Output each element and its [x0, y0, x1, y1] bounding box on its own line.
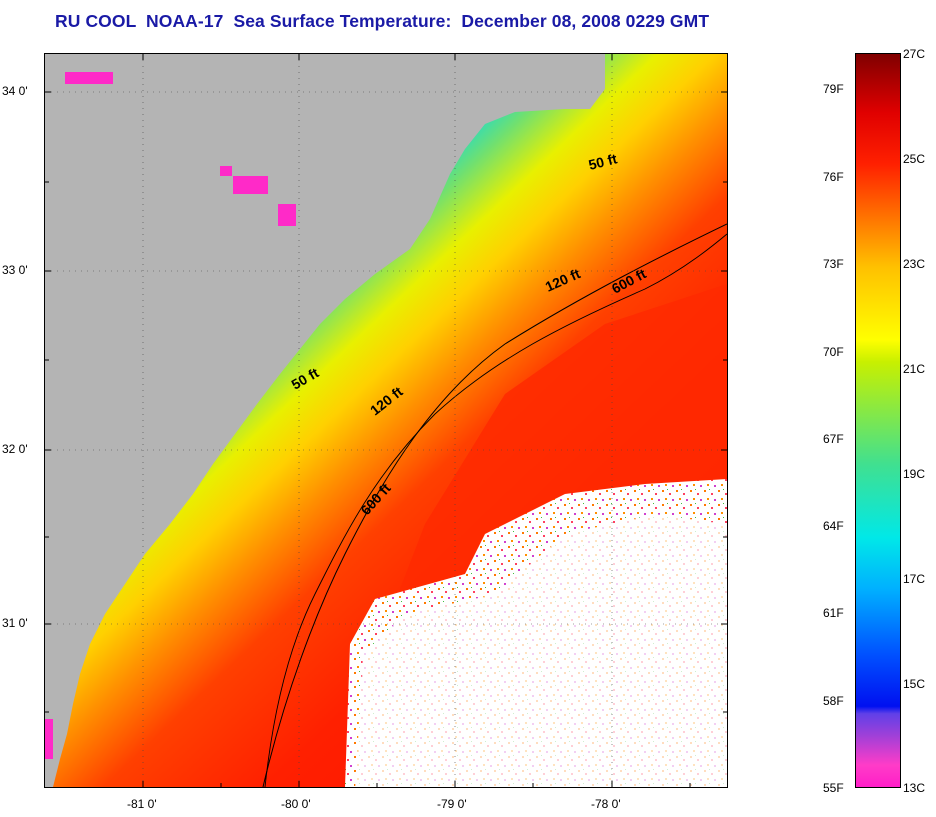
lon-label: -80 0': [281, 797, 311, 811]
sst-map-image: 50 ft 50 ft 120 ft 120 ft 600 ft 600 ft: [45, 54, 727, 787]
colorbar-f-label: 70F: [823, 345, 844, 359]
colorbar-c-label: 23C: [903, 257, 926, 271]
land-mass: [45, 54, 605, 787]
cloud-core: [355, 514, 727, 787]
colorbar-f-label: 61F: [823, 606, 844, 620]
colorbar-c-label: 15C: [903, 677, 926, 691]
sst-map: 50 ft 50 ft 120 ft 120 ft 600 ft 600 ft: [44, 53, 728, 788]
inland-water: [45, 72, 296, 759]
isobath-600ft-line: [262, 223, 727, 787]
lat-label: 33 0': [2, 263, 28, 277]
axis-ticks: [45, 54, 727, 787]
colorbar-f-label: 73F: [823, 257, 844, 271]
lon-label: -79 0': [437, 797, 467, 811]
lat-label: 34 0': [2, 84, 28, 98]
colorbar-c-label: 19C: [903, 467, 926, 481]
temperature-colorbar: [855, 53, 901, 788]
colorbar-c-label: 25C: [903, 152, 926, 166]
lon-label: -81 0': [127, 797, 157, 811]
colorbar-c-label: 13C: [903, 781, 926, 795]
isobath-120ft-line: [264, 233, 727, 787]
colorbar-c-label: 21C: [903, 362, 926, 376]
graticule: [45, 54, 727, 787]
lat-label: 31 0': [2, 616, 28, 630]
colorbar-f-label: 76F: [823, 170, 844, 184]
colorbar-f-label: 58F: [823, 694, 844, 708]
colorbar-f-label: 79F: [823, 82, 844, 96]
colorbar-f-label: 55F: [823, 781, 844, 795]
lat-label: 32 0': [2, 442, 28, 456]
colorbar-c-label: 17C: [903, 572, 926, 586]
colorbar-c-label: 27C: [903, 47, 926, 61]
lon-label: -78 0': [591, 797, 621, 811]
map-title: RU COOL NOAA-17 Sea Surface Temperature:…: [55, 11, 710, 31]
colorbar-f-label: 64F: [823, 519, 844, 533]
colorbar-f-label: 67F: [823, 432, 844, 446]
isobath-label: 50 ft: [587, 150, 619, 173]
